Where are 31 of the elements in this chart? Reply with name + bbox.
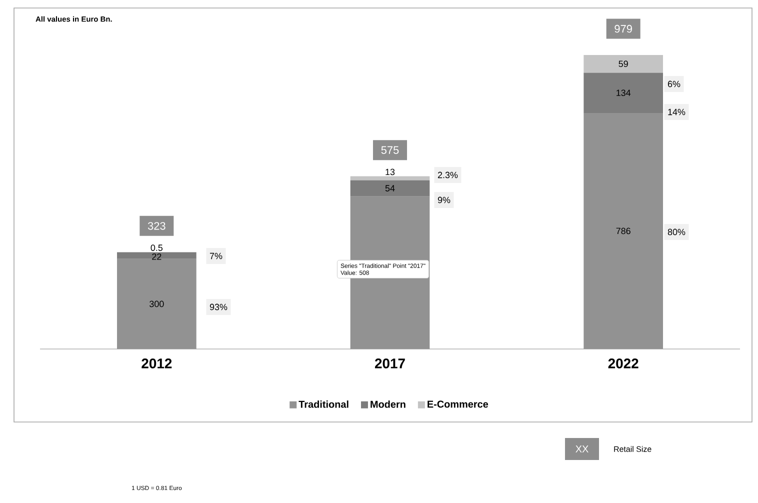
bar (584, 112, 664, 349)
x-tick-label: 2017 (374, 358, 405, 368)
annotation: 9% (438, 196, 450, 204)
x-tick-label: 2012 (142, 358, 172, 368)
data-label: 0.5 (150, 244, 163, 251)
data-label: 54 (385, 185, 395, 192)
annotation: 2.3% (438, 172, 458, 178)
bar (584, 72, 664, 113)
data-label: 786 (616, 228, 630, 234)
legend-label: Modern (370, 400, 406, 408)
annotation: 80% (668, 228, 686, 236)
bar (117, 258, 196, 349)
text: XX (576, 446, 588, 452)
data-label: 134 (616, 90, 631, 96)
data-label: 22 (152, 253, 162, 260)
total-label: 575 (381, 146, 399, 154)
annotation: 14% (668, 108, 686, 116)
annotation: 6% (668, 80, 680, 88)
legend-label: E-Commerce (428, 400, 488, 408)
bar (117, 252, 196, 259)
data-label: 59 (618, 60, 628, 68)
total-label: 979 (614, 24, 632, 33)
data-label: 13 (386, 168, 395, 176)
annotation: 93% (210, 304, 228, 310)
data-label: 300 (150, 300, 164, 308)
x-tick-label: 2022 (608, 358, 638, 368)
annotation: 7% (210, 252, 222, 260)
bar (584, 54, 664, 73)
total-label: 323 (148, 222, 166, 230)
legend-label: Traditional (298, 400, 348, 408)
bar (350, 180, 430, 196)
